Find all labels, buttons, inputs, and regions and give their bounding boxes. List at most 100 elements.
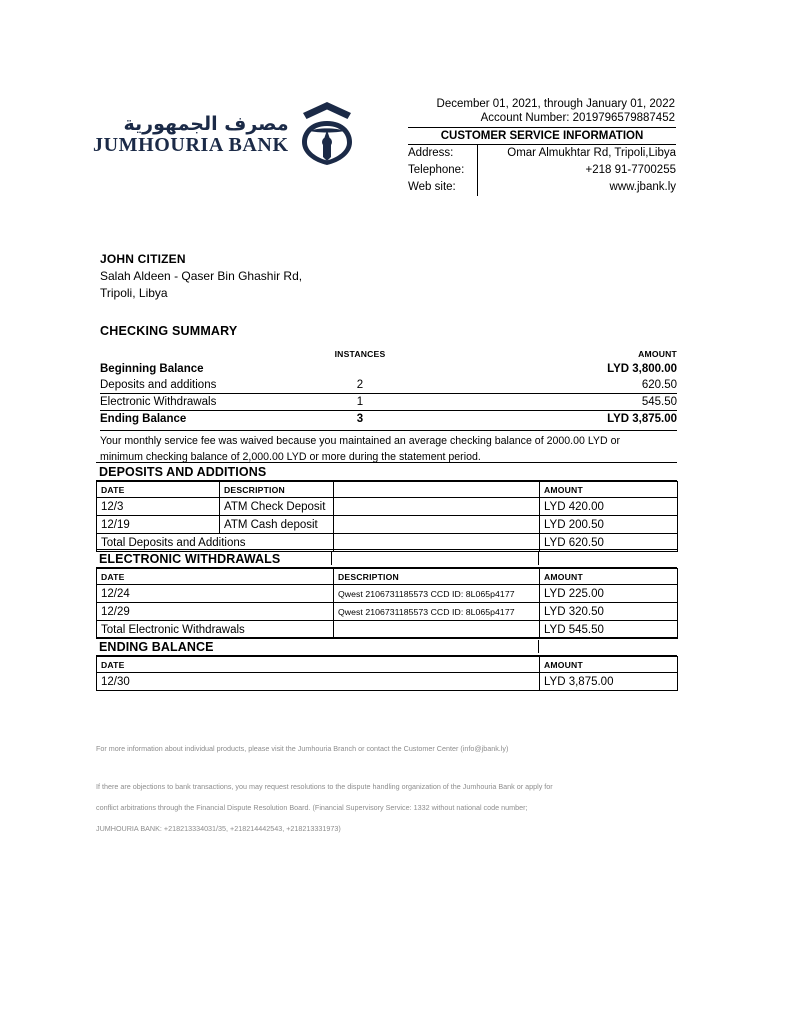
website-value[interactable]: www.jbank.ly [609, 181, 676, 193]
customer-service-title: CUSTOMER SERVICE INFORMATION [408, 128, 676, 145]
customer-service-box: December 01, 2021, through January 01, 2… [408, 97, 676, 196]
deposit-date: 12/3 [96, 497, 220, 516]
footer-line-4: JUMHOURIA BANK: +218213334031/35, +21821… [96, 824, 341, 833]
contact-row-address: Address: Omar Almukhtar Rd, Tripoli,Liby… [408, 145, 676, 162]
deposits-col-date: DATE [96, 481, 220, 498]
ending-balance-section-title: ENDING BALANCE [99, 640, 539, 654]
withdrawal-date: 12/29 [96, 602, 334, 621]
withdrawals-section-title: ELECTRONIC WITHDRAWALS [99, 552, 332, 566]
deposit-blank-cell [333, 497, 540, 516]
customer-name: JOHN CITIZEN [100, 252, 186, 266]
withdrawals-col-description: DESCRIPTION [333, 568, 540, 585]
customer-address-line-2: Tripoli, Libya [100, 286, 168, 300]
deposits-total-label: Total Deposits and Additions [96, 533, 334, 552]
bank-logo-text: مصرف الجمهورية JUMHOURIA BANK [93, 112, 289, 156]
summary-amount: LYD 3,875.00 [420, 410, 677, 427]
deposits-total-row: Total Deposits and Additions LYD 620.50 [96, 533, 678, 552]
contact-row-telephone: Telephone: +218 91-7700255 [408, 162, 676, 179]
footer-line-1: For more information about individual pr… [96, 744, 509, 753]
ending-balance-section: ENDING BALANCE DATE AMOUNT 12/30 LYD 3,8… [96, 637, 678, 691]
deposits-header-row: DATE DESCRIPTION AMOUNT [96, 481, 678, 498]
ending-balance-col-date: DATE [96, 656, 540, 673]
deposits-col-amount: AMOUNT [539, 481, 678, 498]
contact-row-website: Web site: www.jbank.ly [408, 179, 676, 196]
statement-footer: For more information about individual pr… [96, 738, 716, 839]
withdrawals-col-amount: AMOUNT [539, 568, 678, 585]
summary-amount: LYD 3,800.00 [607, 363, 677, 375]
statement-header: مصرف الجمهورية JUMHOURIA BANK December 0… [0, 0, 791, 230]
customer-service-rows: Address: Omar Almukhtar Rd, Tripoli,Liby… [408, 145, 676, 196]
ending-balance-table: DATE AMOUNT 12/30 LYD 3,875.00 [96, 656, 678, 691]
summary-instances-header: INSTANCES [334, 349, 386, 359]
ending-balance-date: 12/30 [96, 672, 540, 691]
shield-pen-logo-icon [298, 100, 356, 171]
ending-balance-col-amount: AMOUNT [539, 656, 678, 673]
telephone-value: +218 91-7700255 [585, 164, 677, 176]
checking-summary-table: INSTANCES AMOUNT Beginning Balance LYD 3… [100, 347, 677, 427]
withdrawals-total-row: Total Electronic Withdrawals LYD 545.50 [96, 620, 678, 639]
fee-note-line-1: Your monthly service fee was waived beca… [100, 435, 621, 447]
table-row: 12/30 LYD 3,875.00 [96, 672, 678, 691]
website-label: Web site: [408, 179, 478, 196]
telephone-label: Telephone: [408, 162, 478, 179]
summary-amount: 545.50 [420, 393, 677, 411]
checking-summary-title: CHECKING SUMMARY [100, 324, 238, 338]
deposits-col-description: DESCRIPTION [219, 481, 334, 498]
header-divider [408, 127, 676, 128]
summary-row-beginning-balance: Beginning Balance LYD 3,800.00 [100, 361, 677, 377]
withdrawals-section: ELECTRONIC WITHDRAWALS DATE DESCRIPTION … [96, 549, 678, 639]
summary-row-withdrawals: Electronic Withdrawals 1 545.50 [100, 393, 677, 411]
customer-address-line-1: Salah Aldeen - Qaser Bin Ghashir Rd, [100, 269, 303, 283]
fee-note-line-2: minimum checking balance of 2,000.00 LYD… [100, 451, 481, 463]
ending-balance-amount: LYD 3,875.00 [539, 672, 678, 691]
withdrawal-amount: LYD 320.50 [539, 602, 678, 621]
checking-summary-section: CHECKING SUMMARY INSTANCES AMOUNT Beginn… [100, 324, 677, 427]
deposits-section-title: DEPOSITS AND ADDITIONS [96, 462, 677, 481]
footer-line-3: conflict arbitrations through the Financ… [96, 803, 528, 812]
statement-period: December 01, 2021, through January 01, 2… [436, 98, 675, 110]
withdrawals-total-label: Total Electronic Withdrawals [96, 620, 334, 639]
summary-blank-header [100, 347, 300, 361]
summary-label: Beginning Balance [100, 363, 204, 375]
withdrawal-description: Qwest 2106731185573 CCD ID: 8L065p4177 [333, 584, 540, 603]
withdrawals-table: DATE DESCRIPTION AMOUNT 12/24 Qwest 2106… [96, 568, 678, 639]
summary-label: Electronic Withdrawals [100, 393, 300, 411]
ending-balance-title-spacer [539, 640, 677, 653]
customer-address-block: JOHN CITIZEN Salah Aldeen - Qaser Bin Gh… [100, 251, 302, 302]
summary-row-deposits: Deposits and additions 2 620.50 [100, 377, 677, 394]
withdrawals-section-title-bar: ELECTRONIC WITHDRAWALS [96, 549, 677, 568]
summary-row-ending-balance: Ending Balance 3 LYD 3,875.00 [100, 410, 677, 427]
bank-logo: مصرف الجمهورية JUMHOURIA BANK [93, 98, 356, 171]
address-label: Address: [408, 145, 478, 162]
summary-instances: 3 [300, 410, 420, 427]
summary-instances: 2 [356, 379, 364, 391]
summary-amount: 620.50 [641, 379, 677, 391]
ending-balance-title-bar: ENDING BALANCE [96, 637, 677, 656]
withdrawal-amount: LYD 225.00 [539, 584, 678, 603]
service-fee-note: Your monthly service fee was waived beca… [100, 430, 677, 465]
footer-line-2: If there are objections to bank transact… [96, 782, 553, 791]
withdrawals-title-spacer-2 [539, 552, 677, 565]
deposit-amount: LYD 420.00 [539, 497, 678, 516]
summary-amount-header: AMOUNT [638, 349, 677, 359]
withdrawals-total-blank-cell [333, 620, 540, 639]
summary-instances [300, 361, 420, 377]
table-row: 12/3 ATM Check Deposit LYD 420.00 [96, 497, 678, 516]
withdrawal-date: 12/24 [96, 584, 334, 603]
withdrawal-description: Qwest 2106731185573 CCD ID: 8L065p4177 [333, 602, 540, 621]
withdrawals-title-spacer-1 [332, 552, 539, 565]
deposits-total-amount: LYD 620.50 [539, 533, 678, 552]
address-value: Omar Almukhtar Rd, Tripoli,Libya [507, 147, 676, 159]
summary-label: Ending Balance [100, 410, 300, 427]
deposit-date: 12/19 [96, 515, 220, 534]
bank-name-latin: JUMHOURIA BANK [93, 133, 289, 156]
deposits-col-blank [333, 481, 540, 498]
table-row: 12/24 Qwest 2106731185573 CCD ID: 8L065p… [96, 584, 678, 603]
withdrawals-total-amount: LYD 545.50 [539, 620, 678, 639]
bank-name-arabic: مصرف الجمهورية [123, 112, 289, 135]
withdrawals-header-row: DATE DESCRIPTION AMOUNT [96, 568, 678, 585]
deposit-description: ATM Check Deposit [219, 497, 334, 516]
table-row: 12/29 Qwest 2106731185573 CCD ID: 8L065p… [96, 602, 678, 621]
summary-label: Deposits and additions [100, 379, 217, 391]
deposits-table: DATE DESCRIPTION AMOUNT 12/3 ATM Check D… [96, 481, 678, 552]
